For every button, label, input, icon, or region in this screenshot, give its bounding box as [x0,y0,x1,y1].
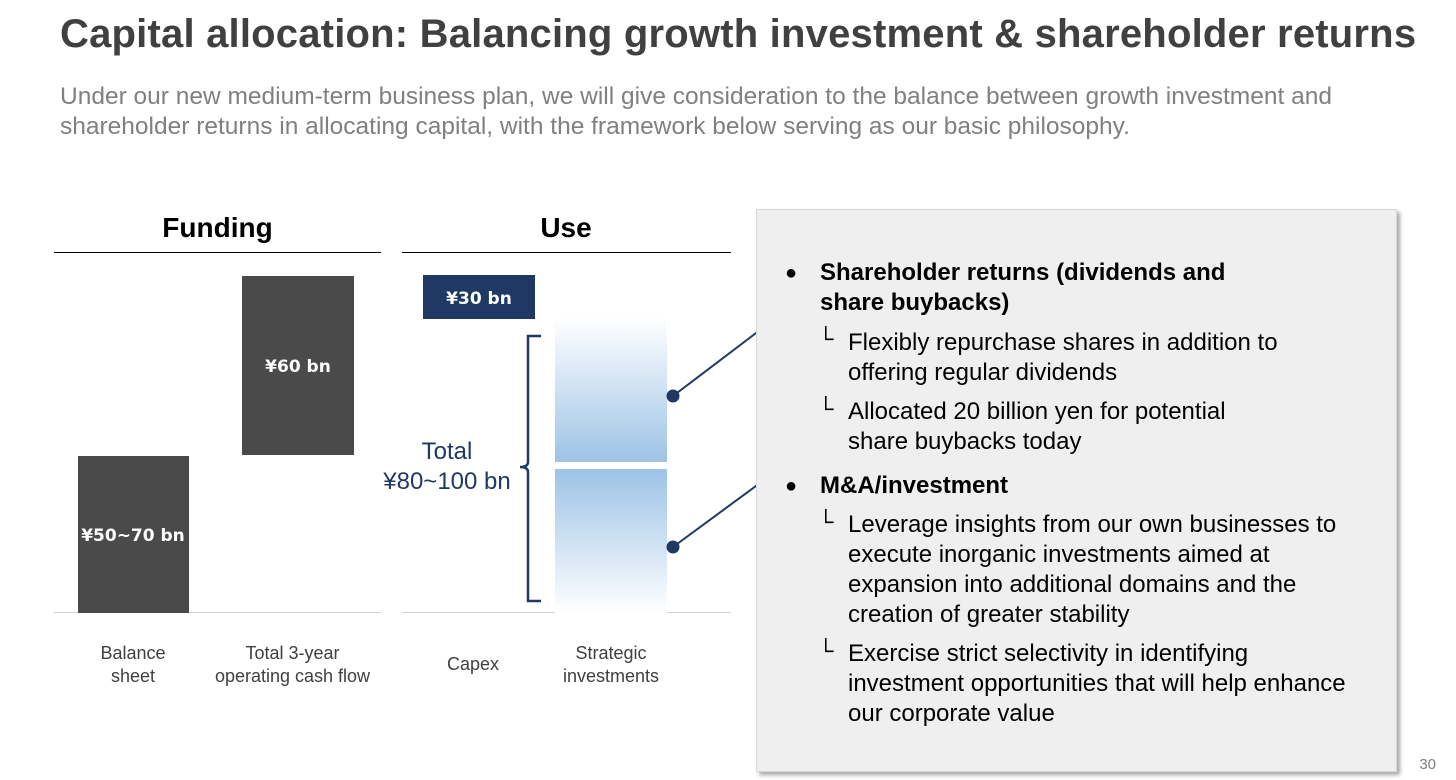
connector-upper [672,329,760,397]
sub-marker: └ [818,326,834,351]
sub-item-strict-selectivity: Exercise strict selectivity in identifyi… [848,640,1346,727]
bar-strategic-upper [555,318,667,462]
page-number: 30 [1419,756,1436,773]
heading-shareholder-returns: Shareholder returns (dividends and share… [820,259,1226,316]
sub-marker: └ [818,638,834,663]
bar-balance-sheet [78,456,189,613]
total-label-line2: ¥80~100 bn [383,468,511,495]
connector-lower-dot [666,540,680,554]
category-label-balance-sheet: Balance sheet [100,643,166,686]
page-title: Capital allocation: Balancing growth inv… [60,12,1417,56]
total-label-line1: Total [421,438,473,465]
bullet-ma-investment: ● [785,475,798,497]
heading-ma-investment: M&A/investment [820,472,1009,499]
connector-upper-dot [666,389,680,403]
allocation-chart: ¥50~70 bn ¥60 bn ¥30 bn [78,275,760,613]
connector-lower [672,482,760,548]
bar-operating-cash-flow [242,276,354,455]
funding-heading-rule [54,252,381,253]
use-heading-rule [402,252,731,253]
bar-label-operating-cash-flow: ¥60 bn [265,357,331,377]
category-label-cash-flow: Total 3-year operating cash flow [214,643,371,686]
bar-label-capex: ¥30 bn [446,289,512,309]
bullet-shareholder-returns: ● [785,262,798,284]
category-label-capex: Capex [446,654,500,674]
sub-item-flexible-repurchase: Flexibly repurchase shares in addition t… [848,329,1278,386]
policy-panel [756,209,1397,772]
use-heading: Use [540,212,592,243]
sub-item-buyback-allocation: Allocated 20 billion yen for potential s… [848,398,1226,455]
sub-marker: └ [818,396,834,421]
sub-marker: └ [818,509,834,534]
bar-label-balance-sheet: ¥50~70 bn [81,526,185,546]
page-subtitle: Under our new medium-term business plan,… [60,83,1332,140]
bar-capex [423,275,535,319]
funding-baseline [54,612,381,613]
sub-item-inorganic-investment: Leverage insights from our own businesse… [848,511,1337,628]
funding-heading: Funding [162,212,273,243]
category-label-strategic: Strategic investments [562,643,660,686]
bar-strategic-lower [555,469,667,613]
total-bracket [519,334,541,603]
total-label: Total ¥80~100 bn [372,437,522,497]
